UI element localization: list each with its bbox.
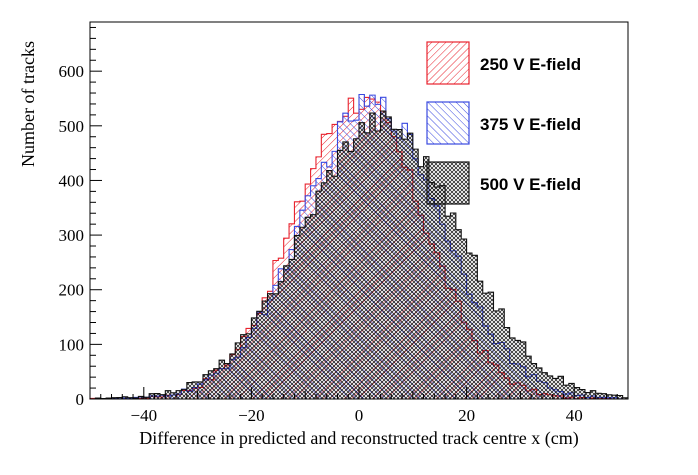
- y-tick-label: 0: [76, 390, 85, 409]
- series-3-fill: [90, 110, 628, 400]
- y-tick-label: 100: [59, 335, 85, 354]
- legend-label: 250 V E-field: [480, 55, 581, 74]
- legend-swatch: [426, 161, 470, 205]
- legend-swatch: [426, 41, 470, 85]
- legend-item-3: 500 V E-field: [426, 161, 581, 205]
- legend-item-2: 375 V E-field: [426, 101, 581, 145]
- x-tick-label: 20: [458, 406, 475, 425]
- x-tick-label: −20: [238, 406, 265, 425]
- x-axis: −40 −20 0 20 40: [100, 387, 618, 425]
- legend-swatch: [426, 101, 470, 145]
- x-tick-label: 0: [355, 406, 364, 425]
- x-tick-label: −40: [131, 406, 158, 425]
- y-tick-label: 600: [59, 62, 85, 81]
- y-axis-title: Number of tracks: [18, 41, 38, 167]
- series-3-outline: [89, 110, 629, 400]
- series-3: [89, 110, 629, 400]
- x-tick-label: 40: [566, 406, 583, 425]
- legend-label: 375 V E-field: [480, 115, 581, 134]
- series-layer: [89, 93, 629, 400]
- y-tick-label: 500: [59, 117, 85, 136]
- y-tick-label: 400: [59, 171, 85, 190]
- legend: 250 V E-field 375 V E-field 500 V E-field: [426, 41, 581, 205]
- y-tick-label: 200: [59, 281, 85, 300]
- legend-label: 500 V E-field: [480, 175, 581, 194]
- y-axis: 0 100 200 300 400 500 600: [59, 26, 102, 409]
- x-axis-title: Difference in predicted and reconstructe…: [139, 428, 578, 449]
- legend-item-1: 250 V E-field: [426, 41, 581, 85]
- y-tick-label: 300: [59, 226, 85, 245]
